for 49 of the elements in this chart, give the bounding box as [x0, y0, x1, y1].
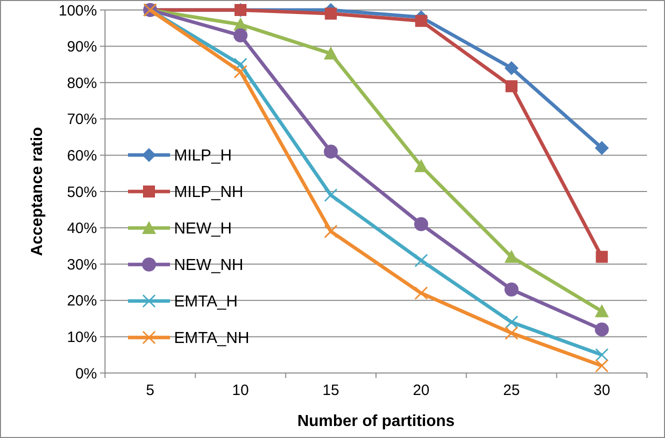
point — [324, 188, 338, 202]
y-tick-label: 50% — [66, 184, 97, 201]
y-tick-label: 30% — [66, 256, 97, 274]
point — [414, 286, 428, 300]
legend-label: NEW_NH — [174, 257, 244, 274]
legend-label: NEW_H — [174, 220, 232, 238]
point — [594, 322, 609, 336]
point — [414, 217, 428, 232]
y-tick-label: 10% — [66, 328, 97, 346]
legend-label: MILP_H — [174, 148, 232, 165]
point — [596, 250, 608, 263]
point — [414, 159, 428, 172]
point — [595, 358, 609, 372]
legend-label: MILP_NH — [174, 184, 244, 202]
point — [504, 282, 518, 297]
point — [414, 254, 428, 268]
x-tick-label: 25 — [503, 382, 520, 399]
x-tick-label: 10 — [232, 382, 249, 399]
point — [324, 8, 337, 20]
x-tick-label: 15 — [322, 382, 340, 399]
y-tick-label: 80% — [66, 74, 97, 92]
legend-label: EMTA_NH — [174, 330, 250, 348]
x-tick-label: 5 — [146, 382, 154, 399]
point — [594, 140, 609, 155]
point — [324, 144, 338, 159]
x-tick-label: 20 — [412, 382, 430, 399]
y-axis-title: Acceptance ratio — [29, 126, 46, 256]
point — [595, 348, 609, 362]
point — [324, 224, 338, 238]
point — [504, 326, 518, 340]
x-axis-title: Number of partitions — [297, 413, 455, 430]
y-tick-label: 40% — [66, 220, 97, 238]
y-tick-label: 90% — [66, 38, 97, 56]
point — [234, 28, 248, 42]
point — [234, 64, 248, 78]
x-tick-label: 30 — [593, 382, 610, 399]
y-tick-label: 70% — [66, 111, 97, 128]
y-tick-label: 100% — [58, 2, 97, 20]
point — [506, 80, 518, 92]
point — [504, 250, 518, 263]
legend-label: EMTA_H — [174, 294, 238, 311]
y-tick-label: 20% — [66, 292, 97, 310]
point — [504, 315, 518, 329]
y-tick-label: 0% — [75, 365, 97, 382]
point — [324, 46, 338, 60]
point — [504, 61, 518, 76]
y-tick-label: 60% — [66, 147, 97, 164]
point — [594, 304, 609, 318]
point — [415, 14, 428, 27]
